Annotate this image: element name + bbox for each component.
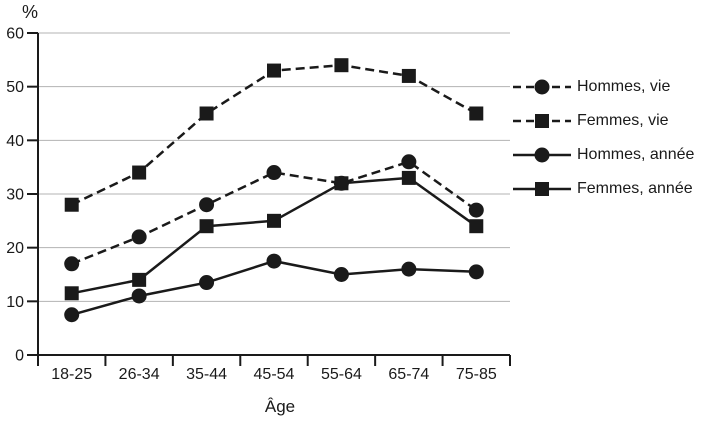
marker-hommes-annee-26-34 [131, 288, 147, 304]
legend-sample-solid-square-icon [513, 182, 571, 196]
marker-femmes-vie-55-64 [334, 58, 349, 73]
marker-hommes-vie-65-74 [401, 154, 417, 170]
marker-hommes-annee-18-25 [64, 307, 80, 323]
legend-item-femmes-vie: Femmes, vie [513, 104, 694, 138]
legend-label: Femmes, année [577, 180, 693, 197]
y-tick-label-50: 50 [6, 79, 24, 96]
marker-femmes-vie-26-34 [132, 165, 147, 180]
x-tick-label-35-44: 35-44 [186, 366, 227, 383]
legend-sample-dashed-square-icon [513, 114, 571, 128]
marker-hommes-vie-18-25 [64, 256, 80, 272]
y-axis-title: % [22, 2, 38, 22]
y-tick-label-10: 10 [6, 294, 24, 311]
marker-hommes-vie-75-85 [468, 202, 484, 218]
y-tick-label-0: 0 [15, 348, 24, 365]
marker-hommes-annee-65-74 [401, 261, 417, 277]
marker-hommes-vie-26-34 [131, 229, 147, 245]
marker-hommes-annee-45-54 [266, 253, 282, 269]
marker-femmes-annee-75-85 [469, 219, 484, 234]
circle-marker-icon [534, 79, 550, 95]
square-marker-icon [535, 182, 549, 196]
chart-legend: Hommes, vie Femmes, vie Hommes, année Femme… [513, 70, 694, 206]
marker-femmes-annee-35-44 [199, 219, 214, 234]
legend-item-femmes-annee: Femmes, année [513, 172, 694, 206]
marker-hommes-annee-55-64 [333, 267, 349, 282]
marker-femmes-annee-26-34 [132, 272, 147, 287]
marker-femmes-vie-35-44 [199, 106, 214, 121]
legend-label: Hommes, année [577, 146, 695, 163]
marker-femmes-vie-75-85 [469, 106, 484, 121]
legend-label: Femmes, vie [577, 112, 669, 129]
legend-item-hommes-annee: Hommes, année [513, 138, 694, 172]
marker-femmes-vie-18-25 [64, 197, 79, 212]
marker-hommes-vie-45-54 [266, 165, 282, 181]
marker-femmes-annee-45-54 [267, 213, 281, 228]
square-marker-icon [535, 114, 549, 128]
x-tick-label-75-85: 75-85 [456, 366, 497, 383]
marker-hommes-annee-35-44 [199, 275, 215, 291]
legend-label: Hommes, vie [577, 78, 671, 95]
circle-marker-icon [534, 147, 550, 163]
marker-hommes-vie-35-44 [199, 197, 215, 213]
x-tick-label-18-25: 18-25 [51, 366, 92, 383]
legend-sample-dashed-circle-icon [513, 79, 571, 95]
y-tick-label-20: 20 [6, 240, 24, 257]
y-tick-label-60: 60 [6, 26, 24, 43]
marker-femmes-vie-45-54 [267, 63, 281, 78]
x-tick-label-26-34: 26-34 [119, 366, 160, 383]
y-tick-label-40: 40 [6, 133, 24, 150]
x-axis-title: Âge [265, 397, 295, 416]
x-tick-label-55-64: 55-64 [321, 366, 362, 383]
x-tick-label-45-54: 45-54 [254, 366, 295, 383]
marker-femmes-annee-18-25 [64, 286, 79, 301]
x-tick-label-65-74: 65-74 [388, 366, 429, 383]
marker-femmes-annee-65-74 [401, 170, 416, 185]
marker-femmes-annee-55-64 [334, 176, 349, 191]
legend-item-hommes-vie: Hommes, vie [513, 70, 694, 104]
legend-sample-solid-circle-icon [513, 147, 571, 163]
marker-femmes-vie-65-74 [401, 68, 416, 83]
marker-hommes-annee-75-85 [468, 264, 484, 280]
y-tick-label-30: 30 [6, 187, 24, 204]
